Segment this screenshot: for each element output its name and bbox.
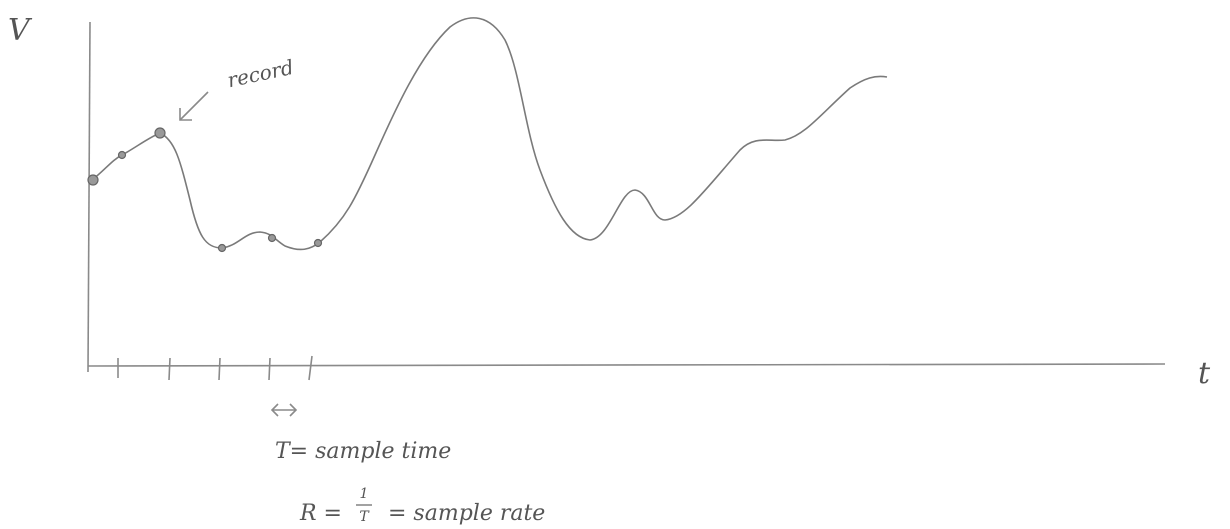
rate-denominator: T (359, 509, 370, 525)
x-axis (88, 364, 1165, 366)
sample-time: T= sample time (275, 439, 451, 464)
x-axis-label: t (1198, 356, 1211, 391)
y-axis (88, 22, 90, 372)
y-axis-label: V (8, 13, 33, 48)
annotation: record (225, 55, 296, 92)
rate-prefix: R = (299, 501, 342, 526)
sketch: V t record T= sample time R = 1 T = samp… (0, 0, 1230, 529)
rate-suffix: = sample rate (388, 501, 545, 526)
period-arrow (272, 404, 296, 416)
sample-points (88, 128, 322, 252)
sample-ticks (118, 356, 312, 380)
signal-curve (92, 18, 887, 250)
rate-numerator: 1 (360, 486, 369, 502)
record-arrow (180, 92, 208, 120)
